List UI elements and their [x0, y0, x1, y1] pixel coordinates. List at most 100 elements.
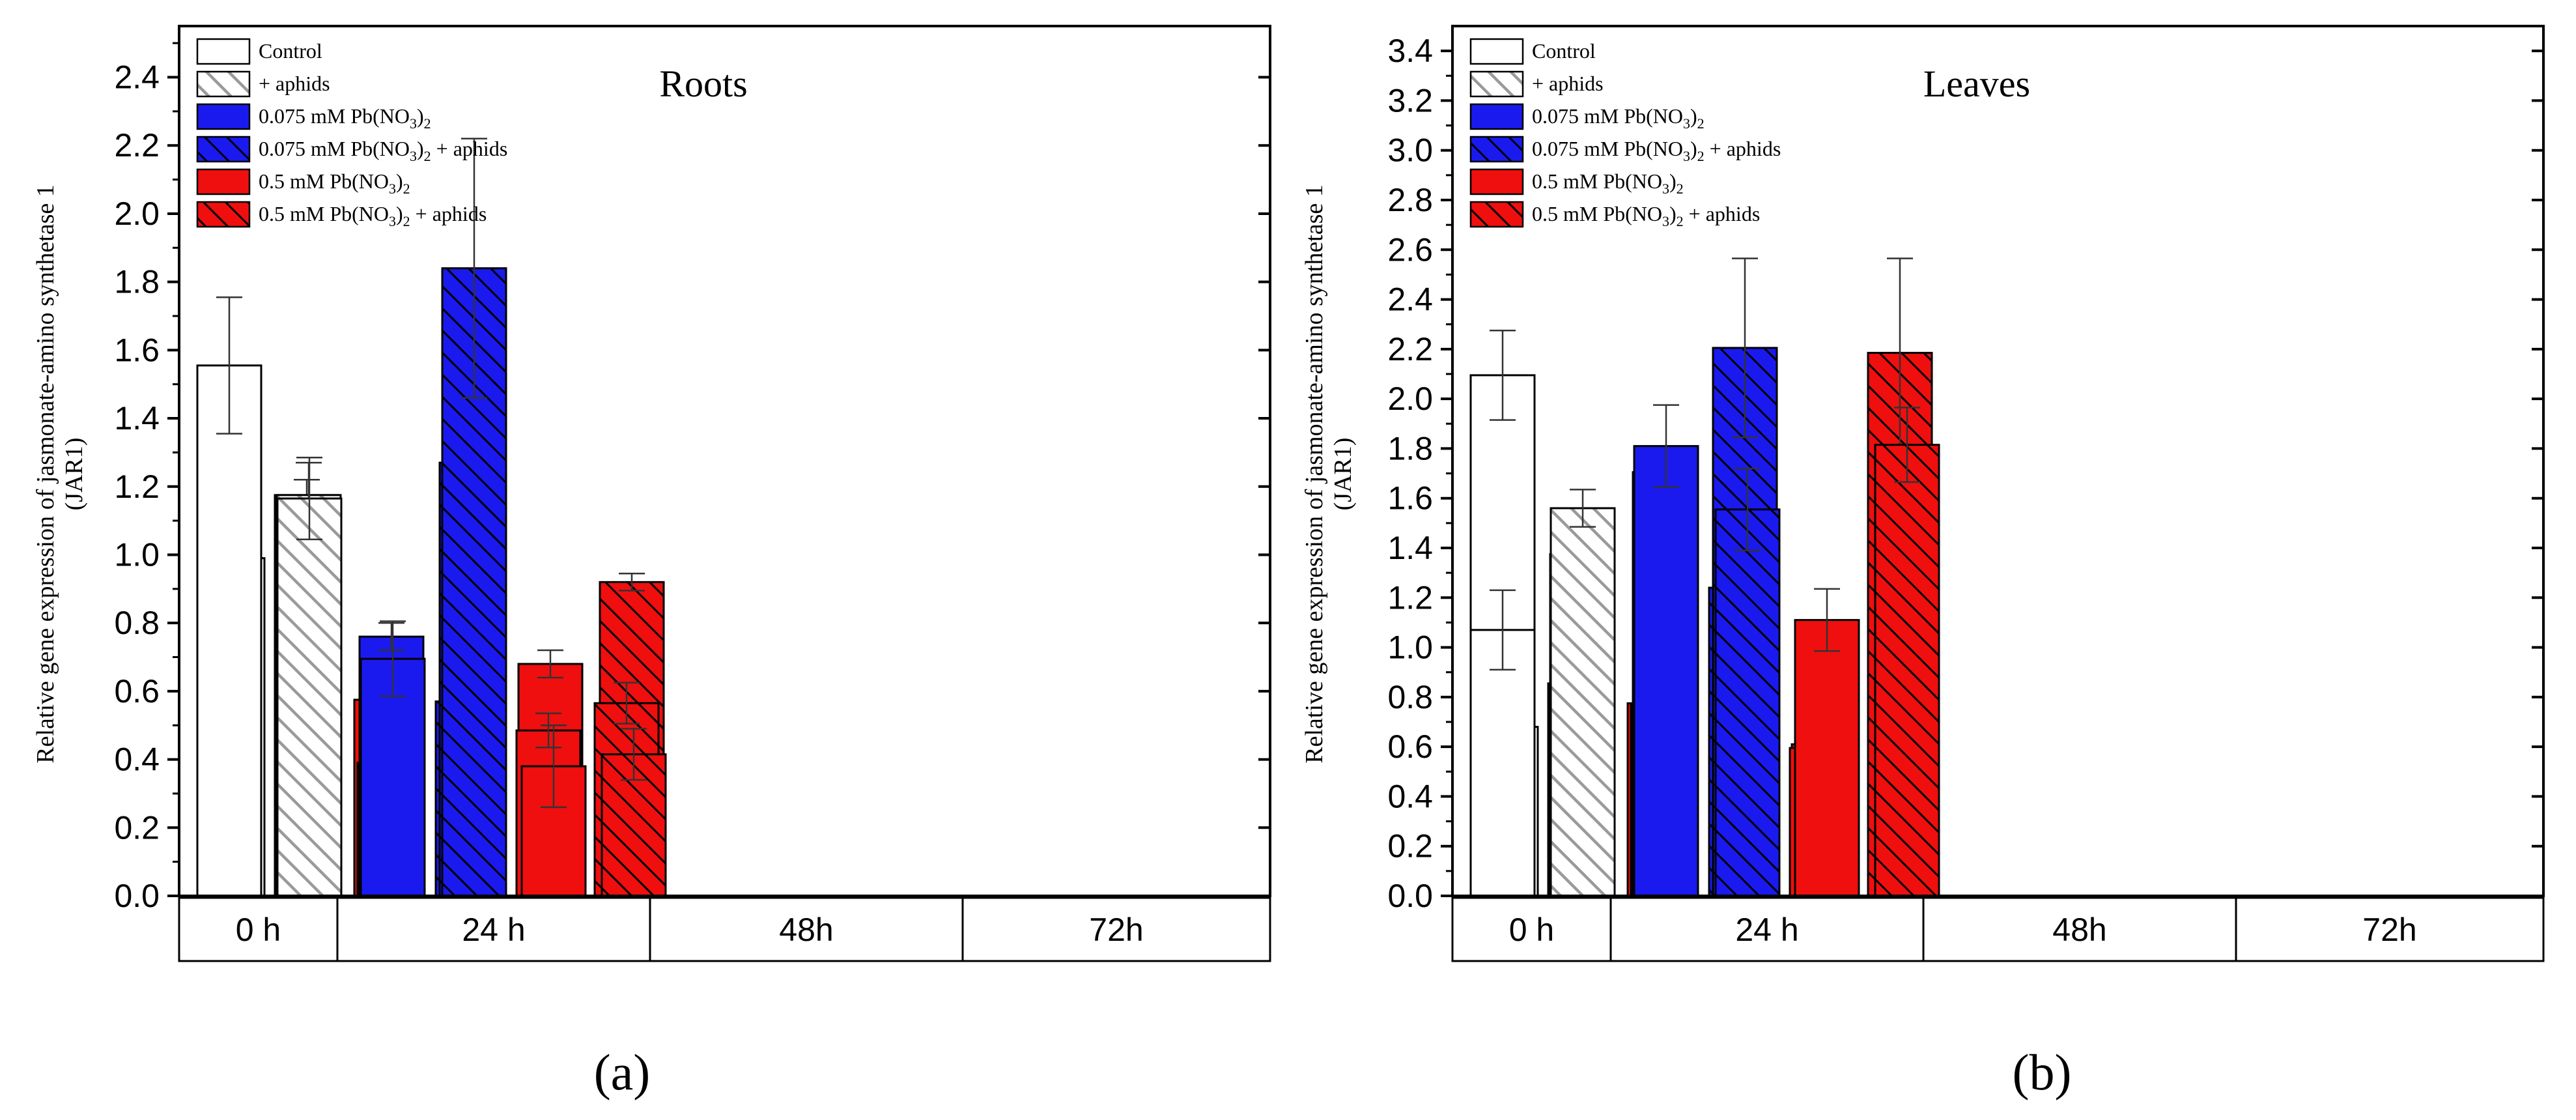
legend-text: ) — [1690, 137, 1697, 160]
y-tick-label: 1.8 — [1387, 430, 1433, 467]
legend-entry-2: + aphids — [259, 72, 330, 95]
bar-72h-control — [196, 364, 262, 897]
legend-text: 0.5 mM Pb(NO — [1532, 202, 1662, 225]
y-tick-label: 2.4 — [1387, 281, 1433, 318]
bar-72h-0-5-mm-pb-no3-2 — [1794, 619, 1860, 897]
legend-swatch-2 — [1469, 70, 1524, 98]
category-band — [178, 897, 1271, 962]
legend-entry-1: Control — [259, 39, 322, 63]
legend-entry-6: 0.5 mM Pb(NO3)2 + aphids — [1532, 202, 1760, 229]
legend-text: + aphids — [431, 137, 508, 160]
y-tick-label: 2.2 — [1387, 331, 1433, 367]
plot-frame — [1451, 25, 2545, 897]
y-tick-label: 3.4 — [1387, 33, 1433, 69]
legend-text: ) — [396, 202, 403, 225]
legend-swatch-5 — [1469, 168, 1524, 195]
y-tick-label: 0.0 — [114, 878, 160, 914]
legend-entry-5: 0.5 mM Pb(NO3)2 — [259, 169, 410, 197]
y-tick-label: 2.8 — [1387, 182, 1433, 218]
bar-72h-0-075-mm-pb-no3-2 — [1633, 445, 1699, 897]
legend-subscript: 2 — [1677, 213, 1684, 229]
leaves-chart: 0.0 0.2 0.4 0.6 0.8 1.0 1.2 1.4 1.6 1.8 2.0 2.2 2.4 2… — [1301, 25, 2545, 962]
legend-swatch-1 — [1469, 38, 1524, 65]
legend-subscript: 3 — [1662, 213, 1669, 229]
legend-subscript: 2 — [1697, 115, 1705, 132]
legend-text: ) — [1669, 169, 1677, 193]
y-tick-label: 1.2 — [1387, 579, 1433, 616]
legend-subscript: 3 — [410, 148, 417, 164]
legend-swatch-2 — [196, 70, 251, 98]
legend-subscript: 2 — [403, 213, 410, 229]
bar-72h-aphids — [1550, 507, 1616, 897]
legend-entry-5: 0.5 mM Pb(NO3)2 — [1532, 169, 1684, 197]
y-tick-label: 2.0 — [1387, 381, 1433, 417]
y-tick-label: 1.8 — [114, 264, 160, 300]
y-tick-label: 2.6 — [1387, 231, 1433, 268]
chart-title: Roots — [659, 63, 747, 105]
legend-swatch-6 — [1469, 201, 1524, 228]
y-tick-label: 1.6 — [114, 332, 160, 368]
y-tick-label: 0.4 — [114, 741, 160, 778]
legend-subscript: 2 — [424, 148, 431, 164]
legend-text: + aphids — [259, 72, 330, 95]
y-axis-label-line1: Relative gene expression of jasmonate-am… — [1301, 184, 1328, 764]
panel-label-a: (a) — [594, 1044, 651, 1100]
legend-subscript: 2 — [1697, 148, 1705, 164]
plot-frame — [178, 25, 1271, 897]
legend-text: 0.075 mM Pb(NO — [259, 104, 410, 128]
bar-72h-0-075-mm-pb-no3-2-aphids — [1714, 508, 1781, 897]
y-tick-label: 0.2 — [114, 809, 160, 846]
group-label-48h: 48h — [2052, 912, 2106, 948]
y-tick-label: 2.4 — [114, 59, 160, 96]
legend-subscript: 3 — [410, 115, 417, 132]
legend-entry-4: 0.075 mM Pb(NO3)2 + aphids — [1532, 137, 1781, 164]
y-tick-label: 0.6 — [1387, 728, 1433, 765]
legend-text: 0.075 mM Pb(NO — [1532, 104, 1683, 128]
legend-subscript: 3 — [389, 213, 396, 229]
group-label-0-h: 0 h — [1509, 912, 1555, 948]
y-tick-label: 1.4 — [1387, 530, 1433, 566]
y-tick-label: 2.2 — [114, 127, 160, 164]
y-axis-label-line2: (JAR1) — [1329, 438, 1357, 511]
legend-text: Control — [1532, 39, 1596, 63]
panel-label-b: (b) — [2013, 1044, 2072, 1100]
group-label-24-h: 24 h — [462, 912, 525, 948]
y-tick-label: 0.2 — [1387, 828, 1433, 865]
y-tick-label: 0.8 — [1387, 679, 1433, 715]
y-tick-label: 1.0 — [1387, 629, 1433, 666]
y-axis-label-line2: (JAR1) — [61, 438, 88, 511]
legend-subscript: 3 — [1683, 148, 1690, 164]
group-label-48h: 48h — [779, 912, 833, 948]
bar-72h-0-075-mm-pb-no3-2 — [360, 657, 426, 897]
bar-72h-aphids — [276, 497, 343, 897]
group-label-72h: 72h — [2362, 912, 2416, 948]
legend-text: 0.5 mM Pb(NO — [259, 169, 389, 193]
legend-text: 0.075 mM Pb(NO — [1532, 137, 1683, 160]
legend-text: ) — [417, 137, 424, 160]
legend-text: + aphids — [1705, 137, 1781, 160]
legend-entry-3: 0.075 mM Pb(NO3)2 — [1532, 104, 1705, 132]
legend-subscript: 3 — [1662, 180, 1669, 197]
legend-text: ) — [1669, 202, 1677, 225]
y-tick-label: 0.8 — [114, 605, 160, 641]
legend-swatch-3 — [196, 103, 251, 130]
legend-text: ) — [417, 104, 424, 128]
legend-subscript: 2 — [403, 180, 410, 197]
legend-text: + aphids — [1684, 202, 1761, 225]
y-axis-label: Relative gene expression of jasmonate-am… — [1301, 184, 1357, 764]
legend-text: 0.5 mM Pb(NO — [259, 202, 389, 225]
legend-swatch-1 — [196, 38, 251, 65]
legend-text: ) — [396, 169, 403, 193]
y-axis-label: Relative gene expression of jasmonate-am… — [32, 184, 88, 764]
legend-text: Control — [259, 39, 322, 63]
y-tick-label: 3.0 — [1387, 132, 1433, 169]
legend-text: ) — [1690, 104, 1697, 128]
chart-title: Leaves — [1923, 63, 2030, 105]
legend-text: + aphids — [410, 202, 487, 225]
group-label-0-h: 0 h — [236, 912, 281, 948]
legend-subscript: 3 — [1683, 115, 1690, 132]
y-tick-label: 0.0 — [1387, 878, 1433, 914]
y-tick-label: 0.6 — [114, 673, 160, 710]
legend-text: 0.075 mM Pb(NO — [259, 137, 410, 160]
